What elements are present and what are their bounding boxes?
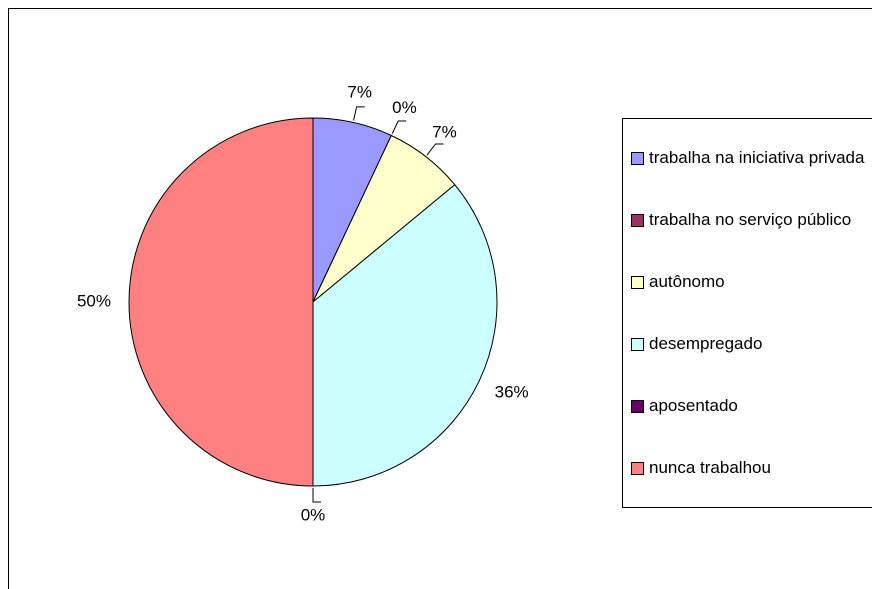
legend-swatch xyxy=(631,462,644,475)
legend-label: trabalha na iniciativa privada xyxy=(649,148,865,167)
legend-entry: aposentado xyxy=(631,394,871,418)
leader-line xyxy=(353,106,365,121)
legend-swatch xyxy=(631,214,644,227)
leader-line xyxy=(426,143,444,156)
legend-label: desempregado xyxy=(649,334,763,353)
data-label: 7% xyxy=(432,122,457,141)
data-label: 0% xyxy=(392,98,417,117)
pie-slice xyxy=(128,117,314,487)
leader-line xyxy=(391,120,407,134)
pie-slice xyxy=(312,184,498,487)
legend-entry: desempregado xyxy=(631,332,871,356)
legend-entry: trabalha no serviço público xyxy=(631,208,871,232)
data-label: 7% xyxy=(347,83,372,102)
legend-swatch xyxy=(631,400,644,413)
legend-swatch xyxy=(631,152,644,165)
legend-entry: nunca trabalhou xyxy=(631,456,871,480)
legend-label: nunca trabalhou xyxy=(649,458,771,477)
legend-swatch xyxy=(631,276,644,289)
legend-swatch xyxy=(631,338,644,351)
legend-entry: autônomo xyxy=(631,270,871,294)
data-label: 36% xyxy=(495,383,529,402)
data-label: 50% xyxy=(77,291,111,310)
legend-entry: trabalha na iniciativa privada xyxy=(631,146,871,170)
data-label: 0% xyxy=(301,505,326,524)
legend-label: autônomo xyxy=(649,272,725,291)
legend-label: trabalha no serviço público xyxy=(649,210,852,229)
legend-label: aposentado xyxy=(649,396,738,415)
legend: trabalha na iniciativa privada trabalha n… xyxy=(622,118,872,508)
leader-line xyxy=(312,488,321,503)
